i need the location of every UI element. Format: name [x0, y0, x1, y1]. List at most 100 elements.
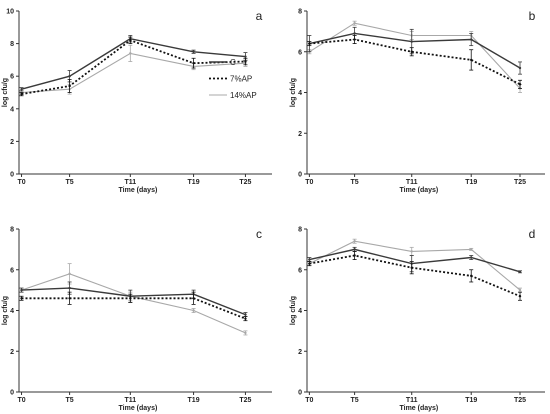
series-c — [307, 26, 523, 75]
x-tick-label: T5 — [66, 397, 74, 404]
series-line — [309, 254, 521, 298]
x-tick-label: T19 — [188, 179, 200, 186]
data-point — [20, 88, 23, 91]
y-tick-label: 2 — [298, 349, 302, 356]
y-tick-label: 6 — [298, 49, 302, 56]
y-axis-title: log cfu/g — [290, 296, 297, 325]
x-tick-label: T0 — [305, 179, 313, 186]
series-c — [19, 35, 248, 92]
x-tick-label: T5 — [351, 179, 359, 186]
series-7pct-ap — [307, 35, 523, 89]
data-point — [192, 309, 195, 312]
series-c — [19, 281, 248, 318]
panel-letter: a — [256, 9, 263, 23]
series-line — [309, 38, 521, 86]
data-point — [244, 331, 247, 335]
data-point — [518, 66, 522, 70]
x-axis-title: Time (days) — [399, 187, 438, 194]
legend-label: 7%AP — [230, 75, 252, 84]
legend-label: 14%AP — [230, 91, 257, 100]
data-point — [410, 40, 413, 43]
data-point — [470, 274, 473, 278]
series-line — [21, 52, 246, 94]
data-point — [308, 258, 311, 261]
panel-letter: b — [529, 9, 536, 23]
series-7pct-ap — [19, 291, 248, 322]
data-point — [68, 84, 71, 88]
x-tick-label: T11 — [124, 179, 136, 186]
data-point — [68, 297, 71, 300]
legend-label: C — [230, 58, 236, 67]
data-point — [244, 313, 247, 316]
series-7pct-ap — [19, 36, 248, 97]
x-tick-label: T19 — [188, 397, 200, 404]
y-tick-label: 4 — [10, 106, 14, 113]
data-point — [244, 317, 247, 320]
x-tick-label: T11 — [124, 397, 136, 404]
data-point — [518, 270, 522, 273]
y-axis-title: log cfu/g — [2, 78, 9, 107]
data-point — [353, 32, 356, 35]
data-point — [470, 256, 473, 259]
data-point — [192, 50, 195, 53]
data-point — [518, 83, 522, 86]
y-axis-title: log cfu/g — [2, 296, 9, 325]
x-tick-label: T5 — [66, 179, 74, 186]
y-tick-label: 0 — [10, 390, 14, 397]
y-tick-label: 8 — [10, 41, 14, 48]
data-point — [129, 52, 132, 55]
x-tick-label: T11 — [406, 179, 418, 186]
series-line — [309, 248, 521, 273]
y-tick-label: 8 — [298, 227, 302, 234]
x-tick-label: T25 — [239, 397, 251, 404]
y-tick-label: 10 — [6, 9, 14, 16]
data-point — [20, 92, 23, 96]
data-point — [353, 254, 356, 257]
data-point — [470, 248, 473, 251]
data-point — [353, 248, 356, 251]
series-line — [309, 22, 521, 89]
series-14pct-ap — [307, 20, 523, 93]
data-point — [308, 42, 311, 45]
data-point — [244, 55, 247, 58]
data-point — [353, 240, 356, 243]
chart-panel-d: 0 2 4 6 8 T0 T5 T11 T19 T25 Time (days) log cfu/g d — [290, 227, 545, 412]
data-point — [129, 39, 132, 42]
y-tick-label: 8 — [298, 9, 302, 16]
x-tick-label: T19 — [465, 179, 477, 186]
series-7pct-ap — [307, 251, 523, 301]
data-point — [20, 288, 23, 292]
y-tick-label: 0 — [298, 390, 302, 397]
series-line — [21, 287, 246, 316]
data-point — [518, 288, 522, 292]
y-tick-label: 2 — [10, 139, 14, 146]
series-line — [21, 37, 246, 90]
data-point — [470, 58, 473, 62]
y-tick-label: 4 — [10, 308, 14, 315]
series-14pct-ap — [19, 44, 248, 95]
x-tick-label: T0 — [17, 179, 25, 186]
x-tick-label: T19 — [465, 397, 477, 404]
data-point — [244, 60, 247, 63]
data-point — [353, 38, 356, 41]
y-tick-label: 2 — [298, 131, 302, 138]
series-14pct-ap — [19, 263, 248, 336]
x-tick-label: T0 — [305, 397, 313, 404]
x-tick-label: T0 — [17, 397, 25, 404]
data-point — [518, 295, 522, 298]
series-line — [309, 240, 521, 291]
chart-panel-a: 0 2 4 6 8 10 T0 T5 T11 T19 T25 Time (days) log cfu/g… — [2, 9, 272, 194]
legend: C 7%AP 14%AP — [209, 58, 257, 100]
data-point — [20, 297, 23, 300]
y-tick-label: 4 — [298, 90, 302, 97]
y-tick-label: 2 — [10, 349, 14, 356]
y-tick-label: 8 — [10, 227, 14, 234]
y-tick-label: 0 — [298, 172, 302, 179]
panel-letter: c — [256, 227, 262, 241]
y-tick-label: 6 — [298, 267, 302, 274]
y-tick-label: 4 — [298, 308, 302, 315]
x-tick-label: T5 — [351, 397, 359, 404]
data-point — [470, 38, 473, 41]
x-axis-title: Time (days) — [119, 187, 158, 194]
